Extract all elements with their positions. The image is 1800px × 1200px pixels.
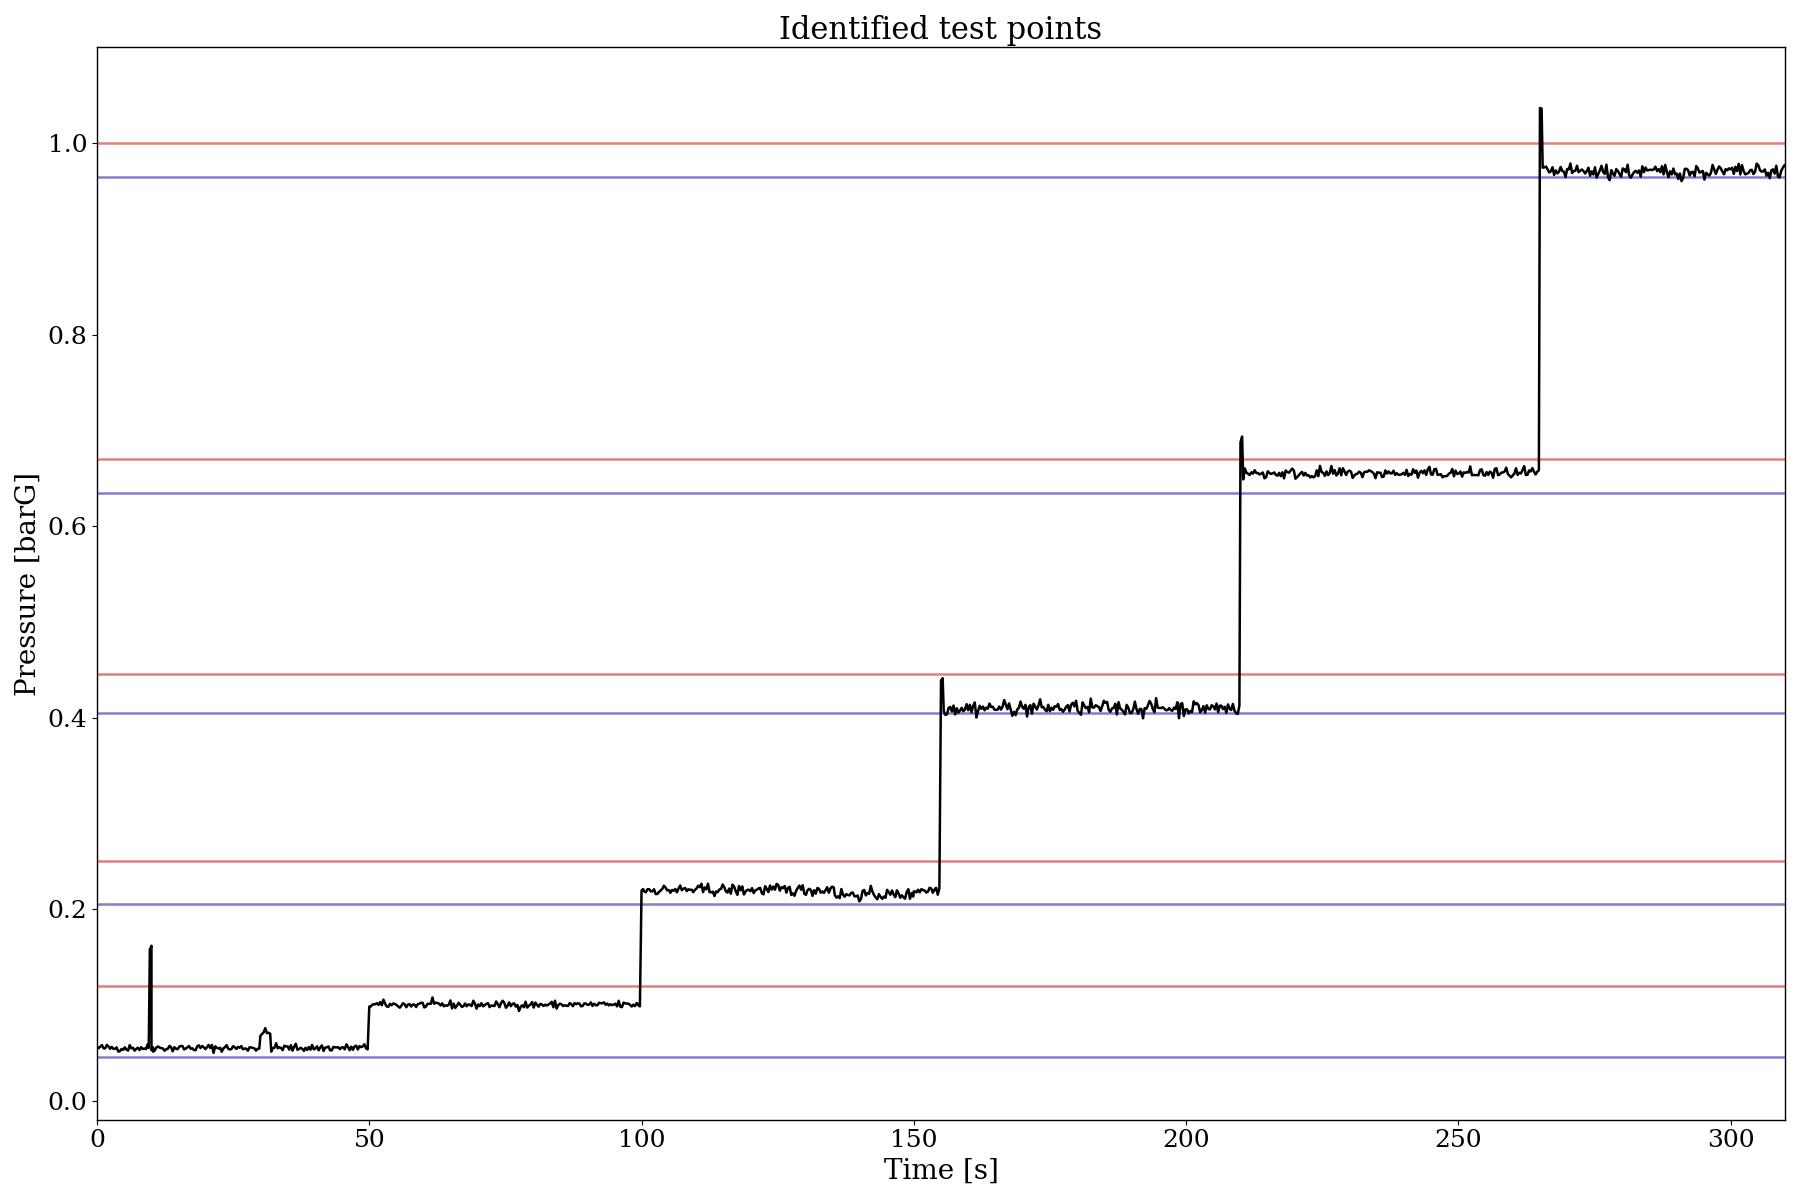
Y-axis label: Pressure [barG]: Pressure [barG] [14, 472, 41, 696]
Title: Identified test points: Identified test points [779, 14, 1103, 46]
X-axis label: Time [s]: Time [s] [884, 1158, 999, 1184]
